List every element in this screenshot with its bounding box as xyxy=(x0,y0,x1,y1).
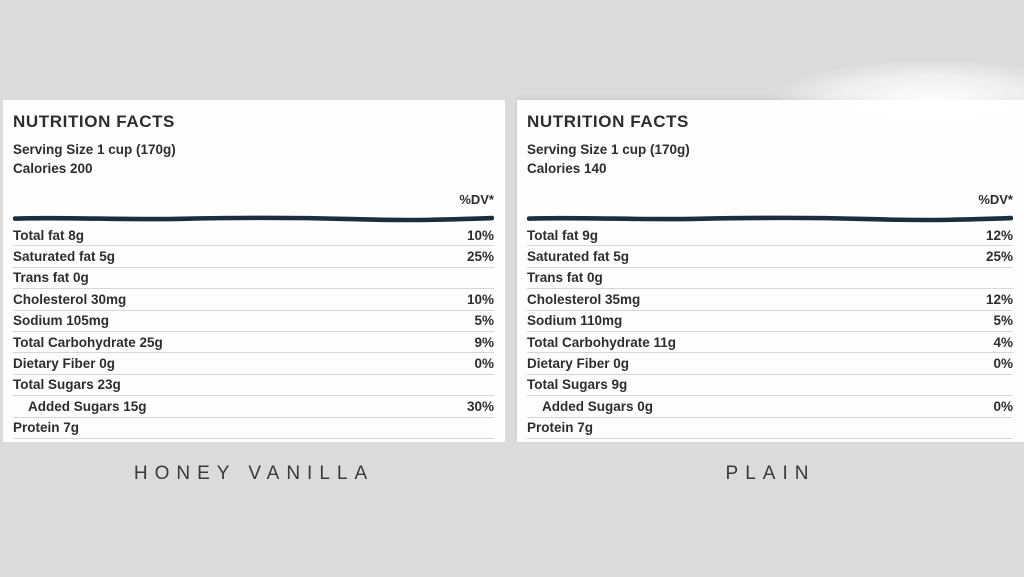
caption-honey-vanilla: HONEY VANILLA xyxy=(133,463,375,484)
calories-text: Calories 140 xyxy=(527,161,607,176)
hand-drawn-divider xyxy=(527,215,1013,223)
row-added-sugars: Added Sugars 15g 30% xyxy=(13,396,494,418)
nutrient-name: Cholesterol 35mg xyxy=(527,291,641,307)
hand-drawn-divider xyxy=(13,215,494,223)
nutrient-name: Protein 7g xyxy=(527,420,594,436)
row-sodium: Sodium 105mg 5% xyxy=(13,311,494,332)
nutrient-name: Total Sugars 9g xyxy=(527,377,628,393)
nutrient-dv: 0% xyxy=(993,398,1013,414)
nutrient-dv: 10% xyxy=(466,227,494,243)
nutrient-dv: 30% xyxy=(466,398,494,414)
nutrient-name: Trans fat 0g xyxy=(527,270,603,286)
row-saturated-fat: Saturated fat 5g 25% xyxy=(527,246,1013,268)
row-protein: Protein 7g xyxy=(13,418,494,439)
nutrient-dv: 9% xyxy=(474,334,494,350)
nutrient-dv: 25% xyxy=(985,249,1013,265)
row-sodium: Sodium 110mg 5% xyxy=(527,311,1013,332)
nutrient-name: Sodium 110mg xyxy=(527,313,623,329)
nutrient-name: Added Sugars 0g xyxy=(542,398,654,414)
row-dietary-fiber: Dietary Fiber 0g 0% xyxy=(527,353,1013,375)
row-added-sugars: Added Sugars 0g 0% xyxy=(527,396,1013,418)
nutrition-facts-title: NUTRITION FACTS xyxy=(527,112,689,131)
nutrient-name: Saturated fat 5g xyxy=(13,249,116,265)
dv-column-header: %DV* xyxy=(978,192,1013,207)
nutrient-dv: 0% xyxy=(993,356,1013,372)
serving-size-text: Serving Size 1 cup (170g) xyxy=(527,142,690,157)
nutrient-name: Total Carbohydrate 25g xyxy=(13,334,163,350)
calories-text: Calories 200 xyxy=(13,161,93,176)
nutrient-name: Added Sugars 15g xyxy=(28,398,147,414)
nutrition-card-left: NUTRITION FACTS Serving Size 1 cup (170g… xyxy=(3,100,505,442)
nutrient-name: Dietary Fiber 0g xyxy=(13,356,116,372)
nutrient-dv: 5% xyxy=(993,313,1013,329)
nutrient-name: Dietary Fiber 0g xyxy=(527,356,630,372)
nutrient-name: Trans fat 0g xyxy=(13,270,89,286)
nutrient-name: Total Carbohydrate 11g xyxy=(527,334,677,350)
row-saturated-fat: Saturated fat 5g 25% xyxy=(13,246,494,268)
nutrient-dv: 0% xyxy=(474,356,494,372)
nutrition-facts-title: NUTRITION FACTS xyxy=(13,112,175,131)
nutrient-name: Sodium 105mg xyxy=(13,313,110,329)
row-trans-fat: Trans fat 0g xyxy=(527,268,1013,290)
nutrient-name: Total fat 9g xyxy=(527,227,599,243)
nutrient-name: Saturated fat 5g xyxy=(527,249,630,265)
row-total-carbohydrate: Total Carbohydrate 25g 9% xyxy=(13,332,494,354)
nutrient-rows: Total fat 8g 10% Saturated fat 5g 25% Tr… xyxy=(13,225,494,439)
nutrient-rows: Total fat 9g 12% Saturated fat 5g 25% Tr… xyxy=(527,225,1013,439)
caption-plain: PLAIN xyxy=(725,463,816,484)
nutrient-name: Total Sugars 23g xyxy=(13,377,121,393)
nutrient-dv: 25% xyxy=(466,249,494,265)
nutrient-dv: 4% xyxy=(993,334,1013,350)
nutrient-dv: 10% xyxy=(466,291,494,307)
nutrient-dv: 12% xyxy=(985,227,1013,243)
row-trans-fat: Trans fat 0g xyxy=(13,268,494,290)
row-total-carbohydrate: Total Carbohydrate 11g 4% xyxy=(527,332,1013,354)
row-protein: Protein 7g xyxy=(527,418,1013,439)
nutrient-dv: 5% xyxy=(474,313,494,329)
row-total-sugars: Total Sugars 23g xyxy=(13,375,494,397)
nutrient-name: Cholesterol 30mg xyxy=(13,291,127,307)
row-cholesterol: Cholesterol 30mg 10% xyxy=(13,289,494,311)
nutrient-name: Protein 7g xyxy=(13,420,80,436)
nutrient-name: Total fat 8g xyxy=(13,227,85,243)
dv-column-header: %DV* xyxy=(459,192,494,207)
serving-size-text: Serving Size 1 cup (170g) xyxy=(13,142,176,157)
row-dietary-fiber: Dietary Fiber 0g 0% xyxy=(13,353,494,375)
row-cholesterol: Cholesterol 35mg 12% xyxy=(527,289,1013,311)
row-total-fat: Total fat 9g 12% xyxy=(527,225,1013,247)
row-total-fat: Total fat 8g 10% xyxy=(13,225,494,247)
row-total-sugars: Total Sugars 9g xyxy=(527,375,1013,397)
nutrition-card-right: NUTRITION FACTS Serving Size 1 cup (170g… xyxy=(517,100,1024,442)
nutrient-dv: 12% xyxy=(985,291,1013,307)
